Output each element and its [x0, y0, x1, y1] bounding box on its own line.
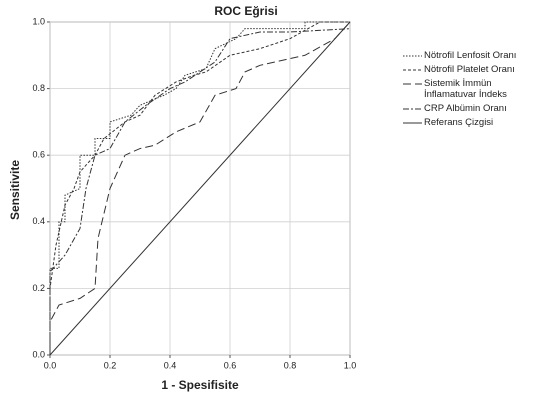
legend-entry: Nötrofil Lenfosit Oranı — [402, 50, 552, 61]
y-tick-label: 0.8 — [32, 83, 45, 93]
y-tick-label: 0.2 — [32, 283, 45, 293]
x-tick-label: 1.0 — [344, 360, 357, 370]
chart-title: ROC Eğrisi — [214, 4, 277, 18]
y-tick-label: 1.0 — [32, 16, 45, 26]
legend-swatch — [403, 83, 422, 85]
legend-label: CRP Albümin Oranı — [424, 103, 507, 114]
legend-entry: CRP Albümin Oranı — [402, 103, 552, 114]
roc-curve — [49, 28, 351, 355]
x-tick-label: 0.6 — [224, 360, 237, 370]
legend-label: Sistemik İmmün İnflamatuvar İndeks — [424, 78, 507, 100]
legend-entry: Referans Çizgisi — [402, 117, 552, 128]
legend-label: Referans Çizgisi — [424, 117, 494, 128]
y-tick-label: 0.4 — [32, 216, 45, 226]
legend-entry: Sistemik İmmün İnflamatuvar İndeks — [402, 78, 552, 100]
y-tick-label: 0.6 — [32, 150, 45, 160]
legend-swatch — [403, 55, 422, 57]
y-axis-label: Sensitivite — [8, 160, 22, 220]
roc-curve — [49, 21, 350, 355]
legend: Nötrofil Lenfosit Oranı Nötrofil Platelet… — [402, 50, 552, 131]
x-tick-label: 0.0 — [44, 360, 57, 370]
x-tick-label: 0.8 — [284, 360, 297, 370]
y-tick-label: 0.0 — [32, 349, 45, 359]
x-axis-label: 1 - Spesifisite — [161, 378, 239, 392]
x-tick-label: 0.2 — [104, 360, 117, 370]
legend-label: Nötrofil Platelet Oranı — [424, 64, 515, 75]
roc-curve — [49, 21, 351, 356]
chart: ROC Eğrisi 1 - Spesifisite Sensitivite 0… — [8, 4, 357, 392]
legend-entry: Nötrofil Platelet Oranı — [402, 64, 552, 75]
legend-swatch — [403, 108, 422, 110]
legend-swatch — [403, 122, 422, 124]
x-tick-label: 0.4 — [164, 360, 177, 370]
roc-curve — [49, 21, 351, 355]
roc-curve — [49, 21, 350, 355]
legend-label: Nötrofil Lenfosit Oranı — [424, 50, 517, 61]
legend-swatch — [403, 69, 422, 71]
